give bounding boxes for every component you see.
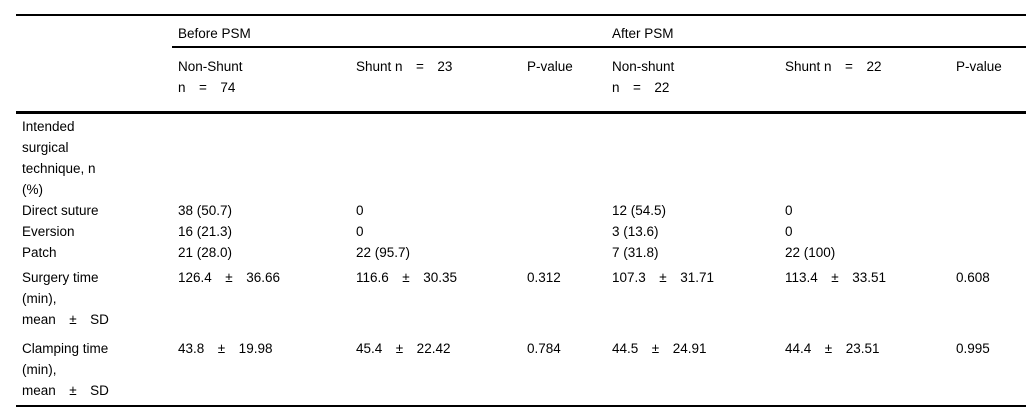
col-header-shunt-after: Shunt n = 22: [779, 47, 951, 114]
data-cell: 126.4 ± 36.66: [178, 270, 280, 285]
data-cell: 21 (28.0): [178, 245, 233, 260]
row-label-eversion: Eversion: [22, 224, 75, 239]
data-cell: 44.4 ± 23.51: [785, 341, 880, 356]
row-label-direct-suture: Direct suture: [22, 203, 99, 218]
table-row: Eversion 16 (21.3) 0 3 (13.6) 0: [16, 221, 1026, 242]
row-label-clamping-time: Clamping time (min), mean ± SD: [22, 341, 109, 398]
row-label-patch: Patch: [22, 245, 57, 260]
data-cell: 0: [785, 203, 793, 218]
data-cell: [950, 242, 1026, 263]
data-cell: [521, 221, 606, 242]
psm-comparison-table: Before PSM After PSM Non-Shunt n = 74 Sh…: [16, 14, 1027, 407]
table-row: Intended surgical technique, n (%): [16, 113, 1026, 201]
data-cell: [779, 113, 950, 201]
row-label-intended-technique: Intended surgical technique, n (%): [22, 119, 96, 197]
data-cell: 3 (13.6): [612, 224, 659, 239]
col-header-pvalue-after: P-value: [950, 47, 1027, 114]
data-cell: 0.608: [956, 270, 990, 285]
data-cell: 38 (50.7): [178, 203, 233, 218]
data-cell: 107.3 ± 31.71: [612, 270, 714, 285]
data-cell: [521, 113, 606, 201]
data-cell: 113.4 ± 33.51: [785, 270, 886, 285]
data-cell: [350, 113, 521, 201]
data-cell: 0.995: [956, 341, 990, 356]
data-cell: 116.6 ± 30.35: [356, 270, 457, 285]
data-cell: 22 (100): [785, 245, 836, 260]
data-cell: 7 (31.8): [612, 245, 659, 260]
data-cell: 45.4 ± 22.42: [356, 341, 451, 356]
col-header-nonshunt-after: Non-shunt n = 22: [606, 47, 780, 114]
data-cell: [950, 200, 1026, 221]
group-header-row: Before PSM After PSM: [16, 15, 1027, 48]
data-cell: 0: [356, 224, 364, 239]
data-cell: [606, 113, 779, 201]
table-row: Surgery time (min), mean ± SD 126.4 ± 36…: [16, 263, 1026, 334]
data-cell: [521, 200, 606, 221]
data-cell: 43.8 ± 19.98: [178, 341, 273, 356]
group-header-after-psm: After PSM: [606, 15, 1027, 48]
data-cell: 22 (95.7): [356, 245, 411, 260]
col-header-pvalue-before: P-value: [521, 47, 607, 114]
data-cell: [950, 221, 1026, 242]
data-cell: 0.312: [527, 270, 561, 285]
data-cell: 0: [356, 203, 364, 218]
data-cell: 0: [785, 224, 793, 239]
data-cell: 0.784: [527, 341, 561, 356]
data-cell: [950, 113, 1026, 201]
column-header-row: Non-Shunt n = 74 Shunt n = 23 P-value No…: [16, 47, 1027, 114]
col-header-nonshunt-before: Non-Shunt n = 74: [172, 47, 350, 114]
row-label-surgery-time: Surgery time (min), mean ± SD: [22, 270, 109, 327]
table-row: Clamping time (min), mean ± SD 43.8 ± 19…: [16, 334, 1026, 406]
col-header-shunt-before: Shunt n = 23: [350, 47, 521, 114]
stub-cell: [16, 47, 172, 114]
data-cell: 16 (21.3): [178, 224, 233, 239]
group-header-before-psm: Before PSM: [172, 15, 607, 48]
table-row: Direct suture 38 (50.7) 0 12 (54.5) 0: [16, 200, 1026, 221]
table-row: Patch 21 (28.0) 22 (95.7) 7 (31.8) 22 (1…: [16, 242, 1026, 263]
data-cell: [172, 113, 350, 201]
stub-cell: [16, 15, 172, 47]
data-cell: [521, 242, 606, 263]
data-cell: 12 (54.5): [612, 203, 667, 218]
data-cell: 44.5 ± 24.91: [612, 341, 707, 356]
